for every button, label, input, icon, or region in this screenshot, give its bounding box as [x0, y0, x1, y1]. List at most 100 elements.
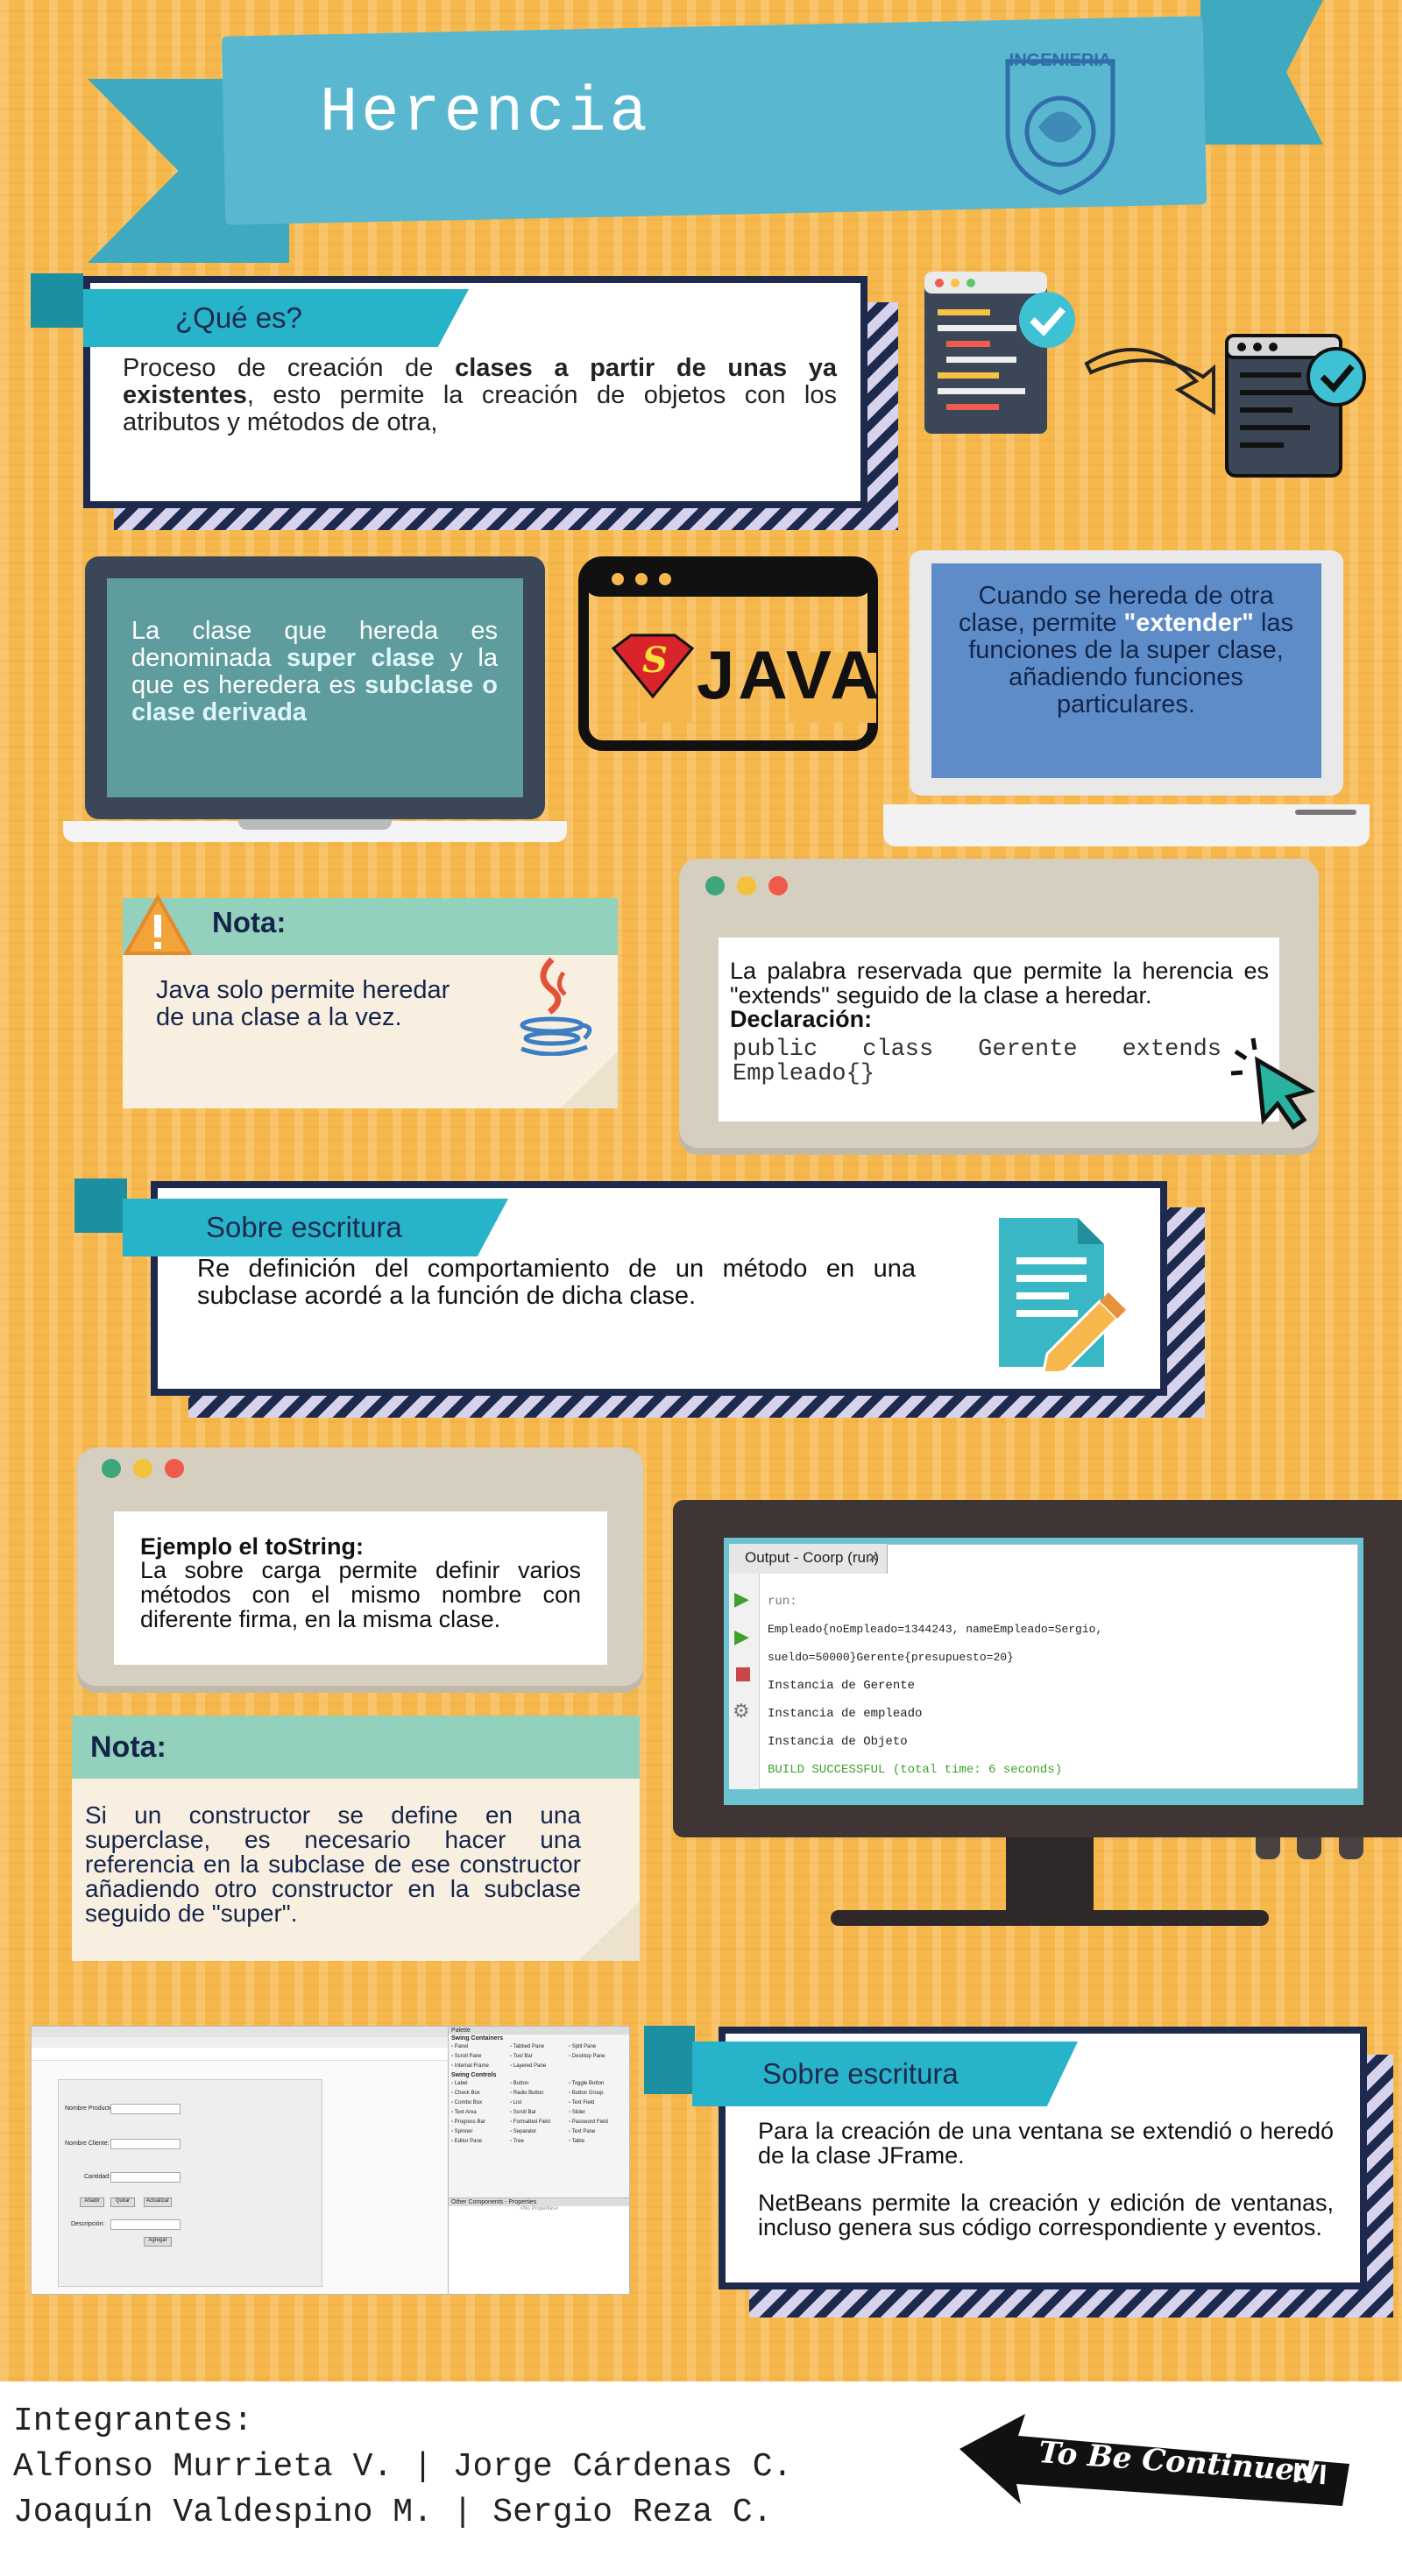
rerun-icon[interactable]: ▶	[734, 1625, 749, 1647]
palette-control-item[interactable]: ▫ Label	[451, 2081, 468, 2086]
code-window-icon	[920, 267, 1078, 438]
form-label-cantidad: Cantidad:	[84, 2174, 110, 2180]
palette-item[interactable]: ▫ Internal Frame	[451, 2063, 489, 2069]
clase-super: super clase	[287, 644, 435, 672]
netbeans-screenshot: Nombre Producto: Nombre Cliente: Cantida…	[31, 2026, 630, 2295]
palette-control-item[interactable]: ▫ Button Group	[569, 2091, 604, 2096]
palette-control-item[interactable]: ▫ Radio Button	[510, 2091, 544, 2096]
extends-text: La palabra reservada que permite la here…	[730, 958, 1269, 1008]
palette-control-item[interactable]: ▫ Button	[510, 2081, 529, 2086]
laptop-right	[883, 550, 1370, 848]
palette-item[interactable]: ▫ Tabbed Pane	[510, 2044, 545, 2049]
run-icon[interactable]: ▶	[734, 1588, 749, 1610]
palette-control-item[interactable]: ▫ Scroll Bar	[510, 2110, 536, 2115]
form-input-cantidad[interactable]	[110, 2172, 181, 2183]
palette-control-item[interactable]: ▫ Text Field	[569, 2100, 595, 2105]
tostring-title: Ejemplo el toString:	[140, 1533, 365, 1560]
form-button-actualizar[interactable]: Actualizar	[144, 2197, 172, 2207]
stop-icon[interactable]	[736, 1667, 750, 1681]
nota1-title: Nota:	[212, 906, 287, 938]
que-es-text: Proceso de creación de clases a partir d…	[123, 355, 837, 436]
extends-decl: Declaración:	[730, 1006, 873, 1032]
palette-control-item[interactable]: ▫ Text Area	[451, 2110, 477, 2115]
palette-control-item[interactable]: ▫ Formatted Field	[510, 2120, 550, 2125]
palette-item[interactable]: ▫ Panel	[451, 2044, 469, 2049]
que-es-text-a: Proceso de creación de	[123, 354, 456, 382]
output-line: Instancia de Gerente	[768, 1679, 916, 1693]
form-input-producto[interactable]	[110, 2104, 181, 2114]
settings-icon[interactable]: ⚙	[733, 1700, 750, 1722]
palette-control-item[interactable]: ▫ Tree	[510, 2139, 524, 2144]
clase-text-c: y la que es heredera es	[131, 644, 499, 699]
java-cup-icon	[513, 955, 596, 1057]
palette-control-item[interactable]: ▫ Slider	[569, 2110, 586, 2115]
superman-s: S	[642, 640, 668, 681]
document-pencil-icon	[995, 1214, 1126, 1377]
output-panel	[729, 1544, 1358, 1789]
que-es-tab-corner	[31, 273, 83, 328]
nota2-header	[72, 1716, 640, 1779]
extends-code: public class Gerente extends Empleado{}	[733, 1037, 1221, 1087]
palette-control-item[interactable]: ▫ Text Pane	[569, 2129, 596, 2134]
palette-item[interactable]: ▫ Layered Pane	[510, 2063, 547, 2069]
palette-item[interactable]: ▫ Split Pane	[569, 2044, 597, 2049]
netbeans-palette: Palette Swing Containers ▫ Panel ▫ Tabbed…	[448, 2027, 629, 2197]
build-status: BUILD SUCCESSFUL (total time: 6 seconds)	[768, 1763, 1063, 1777]
form-input-descripcion[interactable]	[110, 2219, 181, 2230]
sobre1-tab-corner	[74, 1178, 127, 1233]
java-text: JAVA	[697, 636, 883, 713]
sobre2-p1: Para la creación de una ventana se exten…	[758, 2118, 1334, 2169]
sobre2-tab-corner	[644, 2026, 695, 2094]
que-es-text-c: , esto permite la creación de objetos co…	[123, 381, 837, 436]
footer-heading: Integrantes:	[13, 2403, 253, 2440]
palette-control-item[interactable]: ▫ Table	[569, 2139, 585, 2144]
tostring-window-dots	[102, 1459, 196, 1483]
properties-placeholder: <No Properties>	[520, 2206, 559, 2212]
extender-text: Cuando se hereda de otra clase, permite …	[951, 583, 1301, 718]
footer-members-1: Alfonso Murrieta V. | Jorge Cárdenas C.	[13, 2448, 793, 2486]
output-tab-close-icon[interactable]: ✕	[867, 1551, 880, 1566]
output-tab[interactable]	[729, 1544, 888, 1574]
form-label-producto: Nombre Producto:	[65, 2105, 115, 2112]
palette-control-item[interactable]: ▫ List	[510, 2100, 522, 2105]
clase-sub: subclase o clase derivada	[131, 671, 498, 726]
palette-control-item[interactable]: ▫ Spinner	[451, 2129, 473, 2134]
page-title: Herencia	[320, 77, 651, 149]
palette-control-item[interactable]: ▫ Progress Bar	[451, 2120, 485, 2125]
que-es-card	[83, 276, 867, 508]
palette-section-controls: Swing Controls	[451, 2072, 497, 2078]
palette-item[interactable]: ▫ Desktop Pane	[569, 2054, 605, 2059]
output-line: Instancia de Objeto	[768, 1735, 908, 1749]
palette-control-item[interactable]: ▫ Toggle Button	[569, 2081, 605, 2086]
form-label-descripcion: Descripción:	[71, 2221, 105, 2227]
controls-grid: ▫ Label ▫ Button ▫ Toggle Button ▫ Check Bo…	[449, 2079, 629, 2147]
form-input-cliente[interactable]	[110, 2139, 181, 2149]
output-line: run:	[768, 1595, 797, 1609]
output-sidebar	[729, 1574, 760, 1789]
netbeans-toolbar	[32, 2037, 448, 2048]
palette-control-item[interactable]: ▫ Check Box	[451, 2091, 480, 2096]
form-button-anadir[interactable]: Añadir	[80, 2197, 104, 2207]
output-line: Empleado{noEmpleado=1344243, nameEmplead…	[768, 1623, 1103, 1664]
sobre1-tab: Sobre escritura	[123, 1199, 508, 1256]
palette-control-item[interactable]: ▫ Separator	[510, 2129, 537, 2134]
nota2-title: Nota:	[90, 1730, 166, 1764]
output-tab-title: Output - Coorp (run)	[745, 1549, 880, 1566]
que-es-tab: ¿Qué es?	[83, 289, 469, 347]
palette-control-item[interactable]: ▫ Combo Box	[451, 2100, 483, 2105]
form-button-quitar[interactable]: Quitar	[110, 2197, 135, 2207]
palette-grid: ▫ Panel ▫ Tabbed Pane ▫ Split Pane ▫ Scroll…	[449, 2042, 629, 2071]
palette-section-containers: Swing Containers	[451, 2035, 504, 2042]
warning-icon	[123, 893, 193, 957]
form-button-agregar[interactable]: Agregar	[144, 2237, 172, 2247]
palette-control-item[interactable]: ▫ Editor Pane	[451, 2139, 483, 2144]
seal-text: INGENIERIA	[1009, 51, 1112, 70]
tostring-window-content	[114, 1511, 607, 1665]
palette-item[interactable]: ▫ Scroll Pane	[451, 2054, 482, 2059]
palette-item[interactable]: ▫ Tool Bar	[510, 2054, 533, 2059]
palette-control-item[interactable]: ▫ Password Field	[569, 2120, 608, 2125]
cursor-click-icon	[1227, 1034, 1323, 1130]
properties-title: Other Components - Properties	[449, 2198, 629, 2206]
output-line: Instancia de empleado	[768, 1707, 923, 1721]
form-label-cliente: Nombre Cliente:	[65, 2141, 110, 2147]
